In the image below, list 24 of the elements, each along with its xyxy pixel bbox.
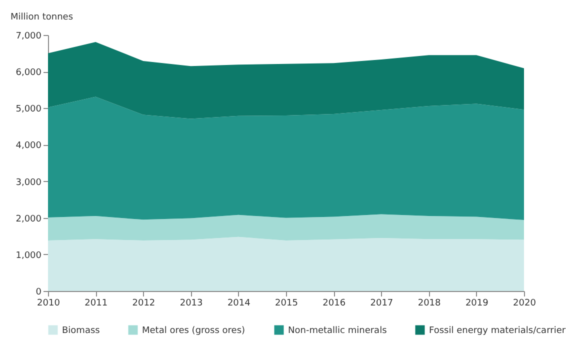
x-tick-label: 2013 [180, 298, 203, 308]
x-tick-label: 2011 [84, 298, 108, 308]
y-tick-label: 2,000 [16, 214, 42, 224]
y-axis-title: Million tonnes [10, 12, 74, 22]
y-tick-label: 0 [36, 288, 42, 298]
x-tick-label: 2016 [322, 298, 346, 308]
x-tick-label: 2019 [465, 298, 489, 308]
x-tick-label: 2017 [370, 298, 394, 308]
y-tick-label: 6,000 [16, 68, 42, 78]
legend-label: Fossil energy materials/carrier [429, 326, 566, 336]
legend-label: Non-metallic minerals [288, 326, 388, 336]
x-tick-label: 2015 [275, 298, 298, 308]
y-tick-label: 1,000 [16, 250, 42, 261]
legend-label: Biomass [62, 326, 100, 336]
y-tick-label: 3,000 [16, 178, 42, 188]
x-tick-label: 2012 [132, 298, 156, 308]
x-tick-label: 2020 [513, 298, 536, 308]
x-tick-label: 2018 [418, 298, 442, 308]
x-tick-label: 2014 [227, 298, 251, 308]
x-tick-label: 2010 [37, 298, 60, 308]
y-tick-label: 4,000 [16, 141, 42, 152]
legend-label: Metal ores (gross ores) [142, 326, 246, 336]
y-tick-label: 5,000 [16, 104, 42, 115]
y-tick-label: 7,000 [16, 32, 42, 42]
